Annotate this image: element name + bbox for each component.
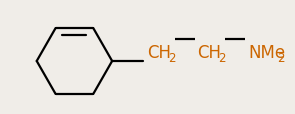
Text: CH: CH — [147, 44, 171, 61]
Text: CH: CH — [197, 44, 222, 61]
Text: 2: 2 — [277, 52, 284, 64]
Text: 2: 2 — [218, 52, 226, 64]
Text: NMe: NMe — [248, 44, 285, 61]
Text: 2: 2 — [168, 52, 175, 64]
